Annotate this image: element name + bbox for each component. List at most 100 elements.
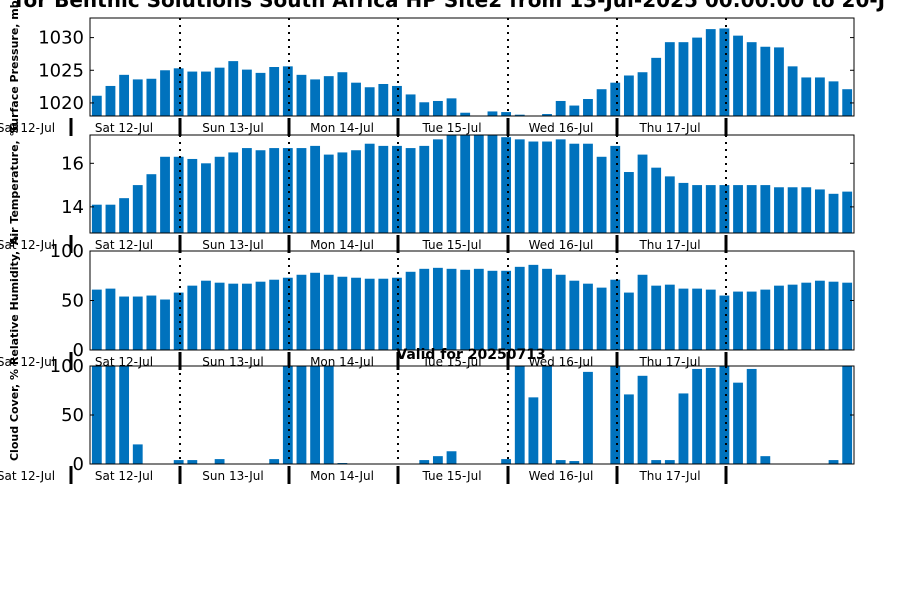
bar — [160, 156, 170, 233]
bar — [255, 150, 266, 233]
bar — [187, 460, 198, 464]
y-axis-label: Relative Humidity, % — [8, 236, 21, 365]
bar — [787, 187, 798, 233]
bar — [760, 185, 771, 233]
bar — [132, 79, 143, 116]
bar — [187, 285, 198, 350]
bar — [310, 272, 321, 350]
bar — [173, 68, 184, 116]
y-tick-label: 14 — [61, 197, 84, 218]
bar — [201, 163, 211, 233]
bar — [255, 72, 266, 116]
bar — [310, 145, 321, 233]
bar — [105, 288, 116, 350]
panel-2: 14 16 Sat 12-Jul Sat 12-Jul Sun 13-Jul Mon 14… — [0, 123, 855, 253]
bar — [746, 368, 757, 464]
bar — [446, 135, 457, 233]
bar — [282, 66, 293, 116]
bar — [760, 289, 771, 350]
bar — [228, 152, 239, 233]
bar — [146, 174, 157, 233]
bar — [637, 154, 648, 233]
bar — [814, 189, 825, 233]
bar — [542, 366, 552, 464]
valid-label: Valid for 20250713 — [396, 347, 545, 363]
bar — [392, 85, 402, 116]
bar — [269, 67, 280, 116]
bar — [842, 366, 853, 464]
y-axis-label: Cloud Cover, % — [8, 369, 21, 461]
bar — [828, 460, 839, 464]
bar — [678, 288, 689, 350]
bar — [119, 296, 130, 350]
bar — [351, 82, 361, 116]
bar — [323, 274, 334, 350]
bar — [201, 71, 211, 116]
bar — [364, 87, 375, 116]
bar — [787, 284, 798, 350]
bar — [801, 77, 812, 116]
bar — [610, 366, 621, 464]
bar — [555, 460, 566, 464]
x-day-label: Thu 17-Jul — [638, 238, 700, 252]
bar — [746, 291, 757, 350]
bar — [405, 94, 416, 116]
bar — [801, 187, 812, 233]
bar — [214, 156, 225, 233]
y-axis-label: Surface Pressure, mb — [8, 0, 21, 133]
x-day-label: Thu 17-Jul — [638, 355, 700, 369]
bar — [419, 102, 430, 116]
bar — [487, 270, 498, 350]
x-day-label: Sat 12-Jul — [95, 238, 153, 252]
bar — [814, 77, 825, 116]
x-day-label: Sat 12-Jul — [0, 469, 55, 483]
bar — [419, 460, 430, 464]
bar — [583, 371, 593, 464]
bar — [555, 274, 566, 350]
bar — [610, 82, 621, 116]
bar — [282, 277, 293, 350]
bar — [692, 288, 703, 350]
bar — [746, 42, 757, 116]
bar — [310, 366, 321, 464]
x-day-label: Sat 12-Jul — [95, 469, 153, 483]
bar — [460, 112, 471, 116]
bar — [678, 42, 689, 116]
bar — [514, 366, 525, 464]
bar — [801, 282, 812, 350]
bar — [187, 158, 198, 233]
bar — [228, 61, 239, 116]
x-day-label: Wed 16-Jul — [529, 121, 594, 135]
bar — [583, 143, 593, 233]
bar — [378, 145, 389, 233]
bar — [610, 145, 621, 233]
bar — [774, 187, 784, 233]
panel-1: 1020 1025 1030 Sat 12-Jul Sat 12-Jul Sun 13-J… — [0, 0, 855, 136]
bar — [296, 274, 307, 350]
y-tick-label: 100 — [50, 356, 84, 377]
bar — [241, 69, 252, 116]
bar — [446, 268, 457, 350]
bar — [323, 154, 334, 233]
bar — [651, 460, 662, 464]
bar — [419, 145, 430, 233]
bar — [705, 367, 716, 464]
bar — [774, 285, 784, 350]
bar — [610, 279, 621, 350]
bar — [501, 459, 512, 464]
bar — [201, 280, 211, 350]
bar — [596, 89, 607, 116]
bar — [787, 66, 798, 116]
bar — [664, 42, 675, 116]
bar — [514, 139, 525, 233]
bar — [105, 366, 116, 464]
bar — [364, 143, 375, 233]
bar — [296, 366, 307, 464]
bar — [405, 148, 416, 233]
bar — [828, 281, 839, 350]
bar — [214, 282, 225, 350]
x-day-label: Sat 12-Jul — [0, 121, 55, 135]
bar — [692, 37, 703, 116]
